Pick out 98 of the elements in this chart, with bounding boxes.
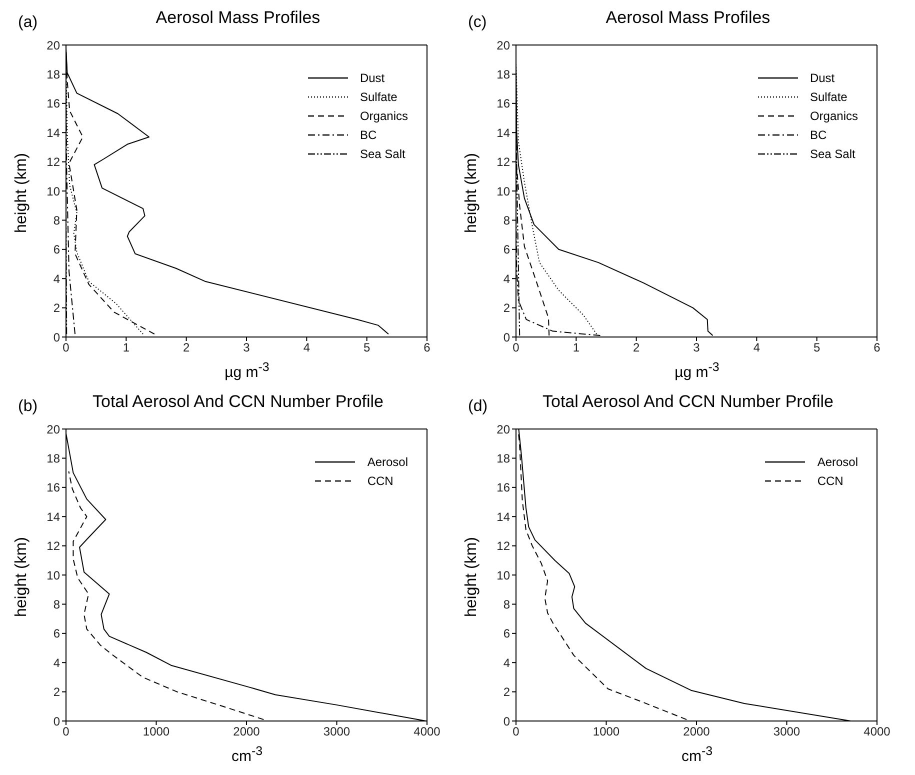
x-tick-label: 2000 <box>233 724 260 739</box>
y-tick-label: 18 <box>46 67 60 82</box>
y-tick-label: 16 <box>46 96 60 111</box>
x-tick-label: 6 <box>424 340 431 355</box>
x-tick-label: 2000 <box>683 724 710 739</box>
x-tick-label: 4 <box>303 340 310 355</box>
x-tick-label: 1 <box>122 340 130 355</box>
y-tick-label: 0 <box>503 714 510 728</box>
y-tick-label: 14 <box>496 126 510 140</box>
x-tick-label: 2 <box>182 340 190 355</box>
y-tick-label: 20 <box>496 38 510 52</box>
y-tick-label: 4 <box>503 272 510 286</box>
x-tick-label: 3000 <box>773 724 800 739</box>
x-tick-label: 0 <box>512 724 520 739</box>
y-tick-label: 8 <box>503 213 510 228</box>
y-tick-label: 12 <box>46 155 60 170</box>
y-tick-label: 18 <box>496 67 510 82</box>
y-tick-label: 10 <box>496 184 510 198</box>
y-tick-label: 2 <box>53 685 60 700</box>
x-tick-label: 3000 <box>323 724 350 739</box>
y-tick-label: 12 <box>46 539 60 554</box>
x-tick-label: 1000 <box>142 724 170 739</box>
chart-title: Total Aerosol And CCN Number Profile <box>541 392 835 412</box>
y-tick-label: 2 <box>503 301 510 316</box>
y-tick-label: 20 <box>46 38 60 52</box>
legend-label: Sulfate <box>810 90 848 104</box>
y-tick-label: 12 <box>496 155 510 170</box>
x-axis-title: cm$^{-3}$ <box>680 744 714 765</box>
x-tick-label: 0 <box>62 340 70 355</box>
y-tick-label: 6 <box>53 242 60 257</box>
text: (c) <box>468 14 487 32</box>
y-tick-label: 18 <box>496 451 510 466</box>
y-tick-label: 14 <box>496 510 510 524</box>
y-tick-label: 4 <box>53 656 60 670</box>
x-tick-label: 4000 <box>414 724 441 739</box>
y-tick-label: 6 <box>503 626 510 641</box>
chart-title: Aerosol Mass Profiles <box>154 8 322 28</box>
x-tick-label: 3 <box>243 340 250 355</box>
x-tick-label: 4 <box>753 340 760 355</box>
x-tick-label: 4000 <box>864 724 891 739</box>
legend-label: Dust <box>810 70 835 84</box>
y-tick-label: 16 <box>496 96 510 111</box>
text: (a) <box>18 14 38 32</box>
x-axis-title: cm$^{-3}$ <box>230 744 264 765</box>
y-tick-label: 14 <box>46 510 60 524</box>
y-tick-label: 6 <box>53 626 60 641</box>
legend-label: Sea Salt <box>810 146 856 160</box>
y-axis-title: height (km) <box>463 536 481 618</box>
x-axis-title: µg m$^{-3}$ <box>224 360 270 381</box>
y-tick-label: 8 <box>503 597 510 612</box>
legend-label: Sea Salt <box>360 146 406 160</box>
y-tick-label: 2 <box>53 301 60 316</box>
chart-title: Total Aerosol And CCN Number Profile <box>91 392 385 412</box>
y-tick-label: 4 <box>503 656 510 670</box>
legend-label: Sulfate <box>360 90 398 104</box>
legend-label: Organics <box>810 108 858 122</box>
legend-label: Organics <box>360 108 408 122</box>
y-tick-label: 14 <box>46 126 60 140</box>
legend-label: CCN <box>817 474 844 488</box>
y-tick-label: 12 <box>496 539 510 554</box>
y-tick-label: 8 <box>53 597 60 612</box>
legend-label: Dust <box>360 70 385 84</box>
x-tick-label: 1000 <box>592 724 620 739</box>
y-tick-label: 0 <box>53 714 60 728</box>
y-tick-label: 16 <box>496 480 510 495</box>
y-tick-label: 8 <box>53 213 60 228</box>
x-tick-label: 2 <box>632 340 640 355</box>
y-tick-label: 0 <box>53 330 60 344</box>
y-tick-label: 10 <box>46 184 60 198</box>
text: (b) <box>18 398 38 416</box>
x-tick-label: 6 <box>874 340 881 355</box>
legend-label: Aerosol <box>817 454 858 468</box>
legend-label: CCN <box>367 474 394 488</box>
x-tick-label: 3 <box>693 340 700 355</box>
y-tick-label: 16 <box>46 480 60 495</box>
y-tick-label: 6 <box>503 242 510 257</box>
y-tick-label: 20 <box>46 422 60 436</box>
chart-title: Aerosol Mass Profiles <box>604 8 772 28</box>
x-tick-label: 5 <box>363 340 370 355</box>
y-tick-label: 2 <box>503 685 510 700</box>
x-tick-label: 0 <box>62 724 70 739</box>
y-tick-label: 18 <box>46 451 60 466</box>
x-axis-title: µg m$^{-3}$ <box>674 360 720 381</box>
legend-label: BC <box>360 128 377 142</box>
y-tick-label: 10 <box>496 568 510 582</box>
y-tick-label: 0 <box>503 330 510 344</box>
y-axis-title: height (km) <box>13 536 31 618</box>
x-tick-label: 1 <box>572 340 580 355</box>
x-tick-label: 0 <box>512 340 520 355</box>
legend-label: BC <box>810 128 827 142</box>
y-tick-label: 20 <box>496 422 510 436</box>
y-axis-title: height (km) <box>13 152 31 234</box>
y-axis-title: height (km) <box>463 152 481 234</box>
x-tick-label: 5 <box>813 340 820 355</box>
y-tick-label: 4 <box>53 272 60 286</box>
legend-label: Aerosol <box>367 454 408 468</box>
text: (d) <box>468 398 488 416</box>
y-tick-label: 10 <box>46 568 60 582</box>
